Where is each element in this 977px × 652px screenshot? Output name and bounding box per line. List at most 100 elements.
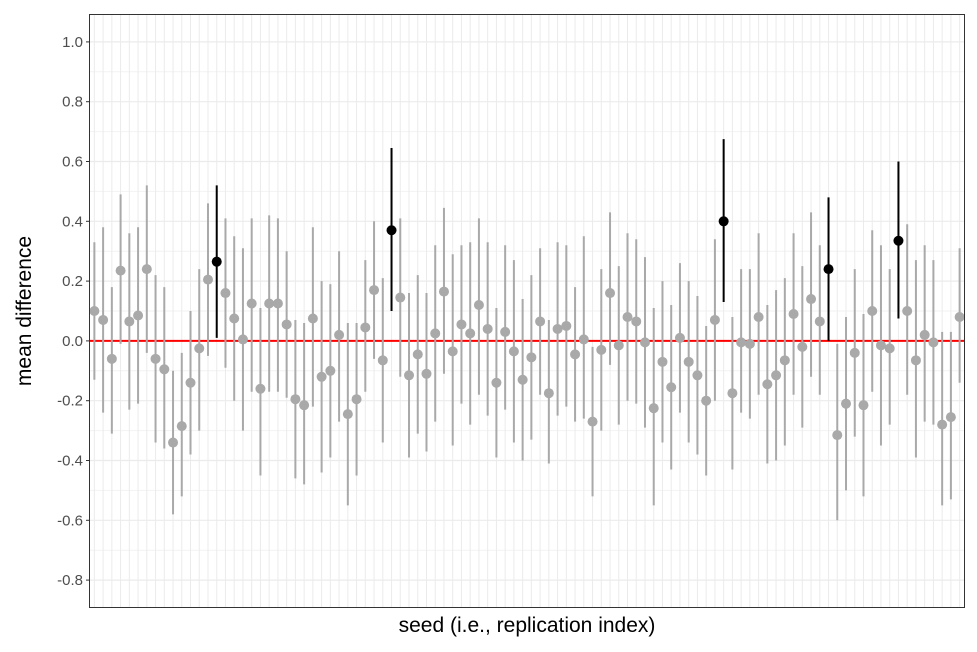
data-point xyxy=(106,353,117,364)
data-point xyxy=(841,398,852,409)
data-point xyxy=(447,346,458,357)
data-point xyxy=(945,412,956,423)
data-point xyxy=(561,320,572,331)
data-point xyxy=(307,313,318,324)
data-point xyxy=(867,306,878,316)
data-point xyxy=(124,316,135,327)
data-point xyxy=(430,328,441,339)
data-point xyxy=(884,343,895,354)
y-tick-label: 0.6 xyxy=(62,154,83,171)
data-point xyxy=(666,382,677,393)
y-tick-label: 0.8 xyxy=(62,94,83,111)
data-point xyxy=(771,370,782,381)
data-point xyxy=(421,368,432,379)
data-point xyxy=(858,400,869,411)
data-point xyxy=(683,356,694,367)
data-point xyxy=(465,328,476,339)
data-point xyxy=(377,355,388,366)
significant-data-point xyxy=(823,264,834,275)
data-point xyxy=(954,311,965,322)
y-tick-label: 1.0 xyxy=(62,34,83,51)
significant-data-point xyxy=(718,216,729,227)
data-point xyxy=(727,388,738,399)
data-point xyxy=(919,329,930,340)
significant-data-point xyxy=(893,235,904,246)
data-point xyxy=(517,374,528,385)
data-point xyxy=(325,365,336,376)
data-point xyxy=(648,403,659,414)
data-point xyxy=(133,310,144,321)
data-point xyxy=(744,338,755,349)
y-axis-title: mean difference xyxy=(13,236,36,386)
data-point xyxy=(395,292,406,303)
data-point xyxy=(692,370,703,381)
data-point xyxy=(674,332,685,343)
significant-data-point xyxy=(386,225,397,236)
y-tick-label: -0.6 xyxy=(57,512,83,529)
data-point xyxy=(456,319,467,330)
data-point xyxy=(272,298,283,309)
data-points xyxy=(89,216,965,448)
significant-data-point xyxy=(211,256,222,267)
data-point xyxy=(220,288,231,299)
y-tick-label: -0.8 xyxy=(57,572,83,589)
y-tick-label: 0.2 xyxy=(62,273,83,290)
data-point xyxy=(814,316,825,327)
data-point xyxy=(605,288,616,299)
data-point xyxy=(264,298,275,309)
data-point xyxy=(255,383,266,394)
x-axis-title: seed (i.e., replication index) xyxy=(399,614,656,637)
y-tick-label: 0.4 xyxy=(62,213,83,230)
y-axis: -0.8 -0.6 -0.4 -0.2 0.0 0.2 0.4 0.6 0.8 1.0 xyxy=(57,34,90,589)
data-point xyxy=(176,421,187,432)
data-point xyxy=(98,314,109,325)
data-point xyxy=(832,430,843,441)
data-point xyxy=(552,323,563,334)
y-tick-label: -0.2 xyxy=(57,393,83,410)
data-point xyxy=(194,343,205,354)
data-point xyxy=(587,416,598,427)
data-point xyxy=(246,298,257,309)
data-point xyxy=(928,337,939,348)
data-point xyxy=(788,308,799,319)
data-point xyxy=(596,344,607,355)
data-point xyxy=(910,355,921,366)
data-point xyxy=(613,340,624,351)
data-point xyxy=(543,388,554,399)
data-point xyxy=(482,323,493,334)
data-point xyxy=(709,314,720,325)
data-point xyxy=(875,340,886,351)
data-point xyxy=(159,364,170,375)
data-point xyxy=(316,371,327,382)
y-tick-label: 0.0 xyxy=(62,333,83,350)
data-point xyxy=(299,400,310,411)
data-point xyxy=(535,316,546,327)
data-point xyxy=(404,370,415,381)
data-point xyxy=(797,341,808,352)
data-point xyxy=(578,334,589,345)
data-point xyxy=(89,306,100,316)
data-point xyxy=(237,334,248,345)
data-point xyxy=(762,379,773,390)
data-point xyxy=(369,285,380,296)
y-tick-label: -0.4 xyxy=(57,452,83,469)
data-point xyxy=(701,395,712,406)
data-point xyxy=(491,377,502,388)
data-point xyxy=(412,349,423,360)
data-point xyxy=(849,347,860,358)
data-point xyxy=(806,294,817,305)
data-point xyxy=(290,394,301,405)
data-point xyxy=(141,264,152,275)
data-point xyxy=(622,311,633,322)
data-point xyxy=(526,352,537,363)
data-point xyxy=(736,337,747,348)
data-point xyxy=(902,306,913,316)
data-point xyxy=(657,356,668,367)
data-point xyxy=(150,353,161,364)
data-point xyxy=(779,355,790,366)
plot-panel-border xyxy=(89,14,965,608)
data-point xyxy=(115,265,126,276)
data-point xyxy=(342,409,353,420)
data-point xyxy=(639,337,650,348)
